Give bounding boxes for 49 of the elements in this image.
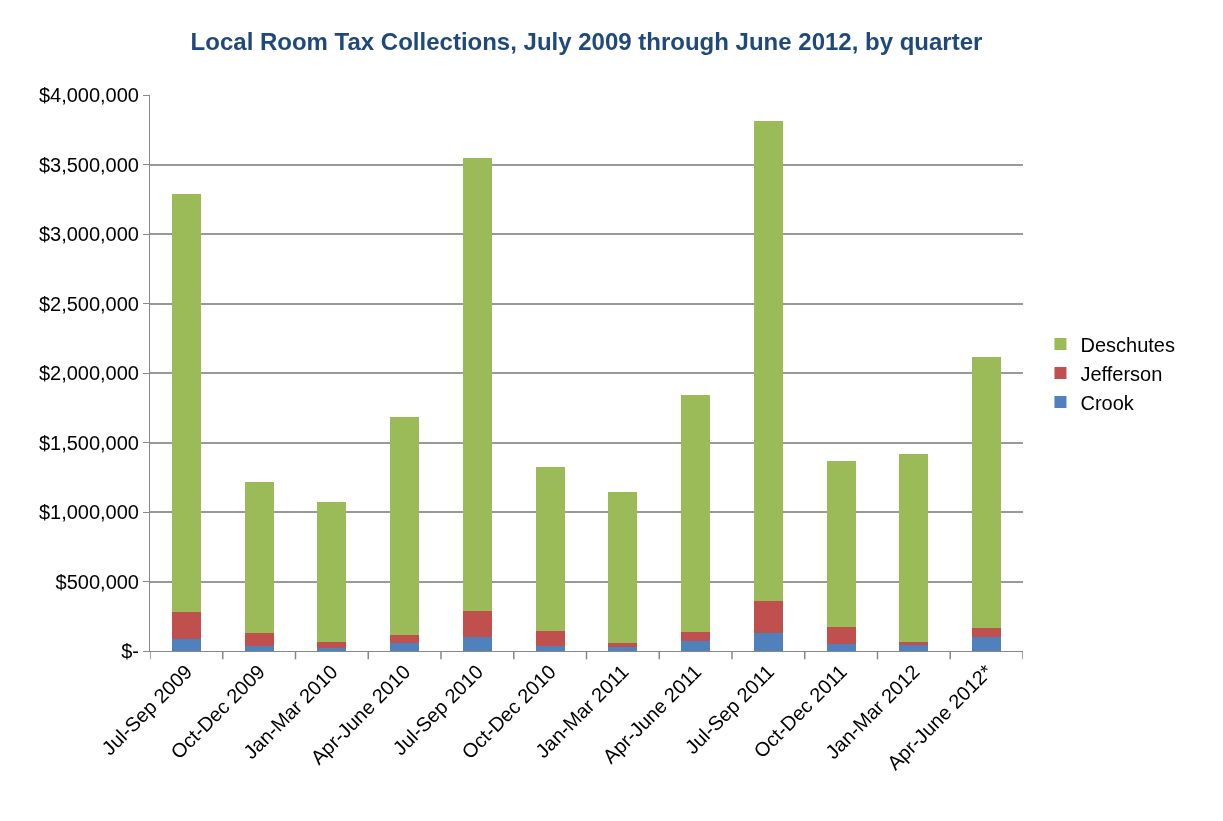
y-tick-label: $-	[121, 640, 139, 662]
bar	[535, 631, 565, 646]
y-tick-label: $500,000	[55, 570, 139, 593]
bar	[317, 648, 347, 651]
y-tick-label: $3,000,000	[38, 223, 139, 245]
bar	[826, 627, 856, 645]
y-tick-label: $4,000,000	[38, 84, 139, 106]
bar	[317, 501, 347, 643]
bar	[608, 642, 638, 647]
bar	[899, 453, 929, 642]
bar	[244, 646, 274, 651]
y-tick-label: $1,000,000	[38, 501, 139, 523]
bar	[681, 395, 711, 632]
bar	[899, 644, 929, 651]
bar	[462, 157, 492, 612]
bar	[390, 635, 420, 643]
bar	[753, 633, 783, 651]
y-tick-label: $2,500,000	[38, 292, 139, 315]
bar	[753, 601, 783, 634]
bar	[899, 641, 929, 645]
legend-label: Crook	[1080, 391, 1135, 414]
y-tick-label: $3,500,000	[38, 153, 139, 176]
bar	[972, 357, 1002, 628]
bar	[826, 644, 856, 651]
bar	[608, 491, 638, 643]
bar	[390, 642, 420, 651]
bar	[681, 631, 711, 642]
y-tick-label: $2,000,000	[38, 362, 139, 384]
bar	[535, 646, 565, 651]
chart-title: Local Room Tax Collections, July 2009 through June 2012, by quarter	[190, 27, 983, 55]
bar	[608, 646, 638, 651]
bar	[462, 637, 492, 651]
bar	[171, 612, 201, 640]
bar	[972, 637, 1002, 651]
bar	[681, 641, 711, 651]
bar	[244, 482, 274, 633]
bar	[390, 416, 420, 636]
bar	[462, 611, 492, 638]
bar	[171, 639, 201, 651]
bar	[535, 466, 565, 632]
bar	[171, 193, 201, 613]
bar	[753, 121, 783, 602]
bar	[826, 460, 856, 628]
y-tick-label: $1,500,000	[38, 431, 139, 454]
bar	[244, 632, 274, 647]
legend-label: Jefferson	[1080, 362, 1163, 385]
bar	[317, 642, 347, 649]
legend-label: Deschutes	[1080, 333, 1175, 356]
bar	[972, 627, 1002, 638]
